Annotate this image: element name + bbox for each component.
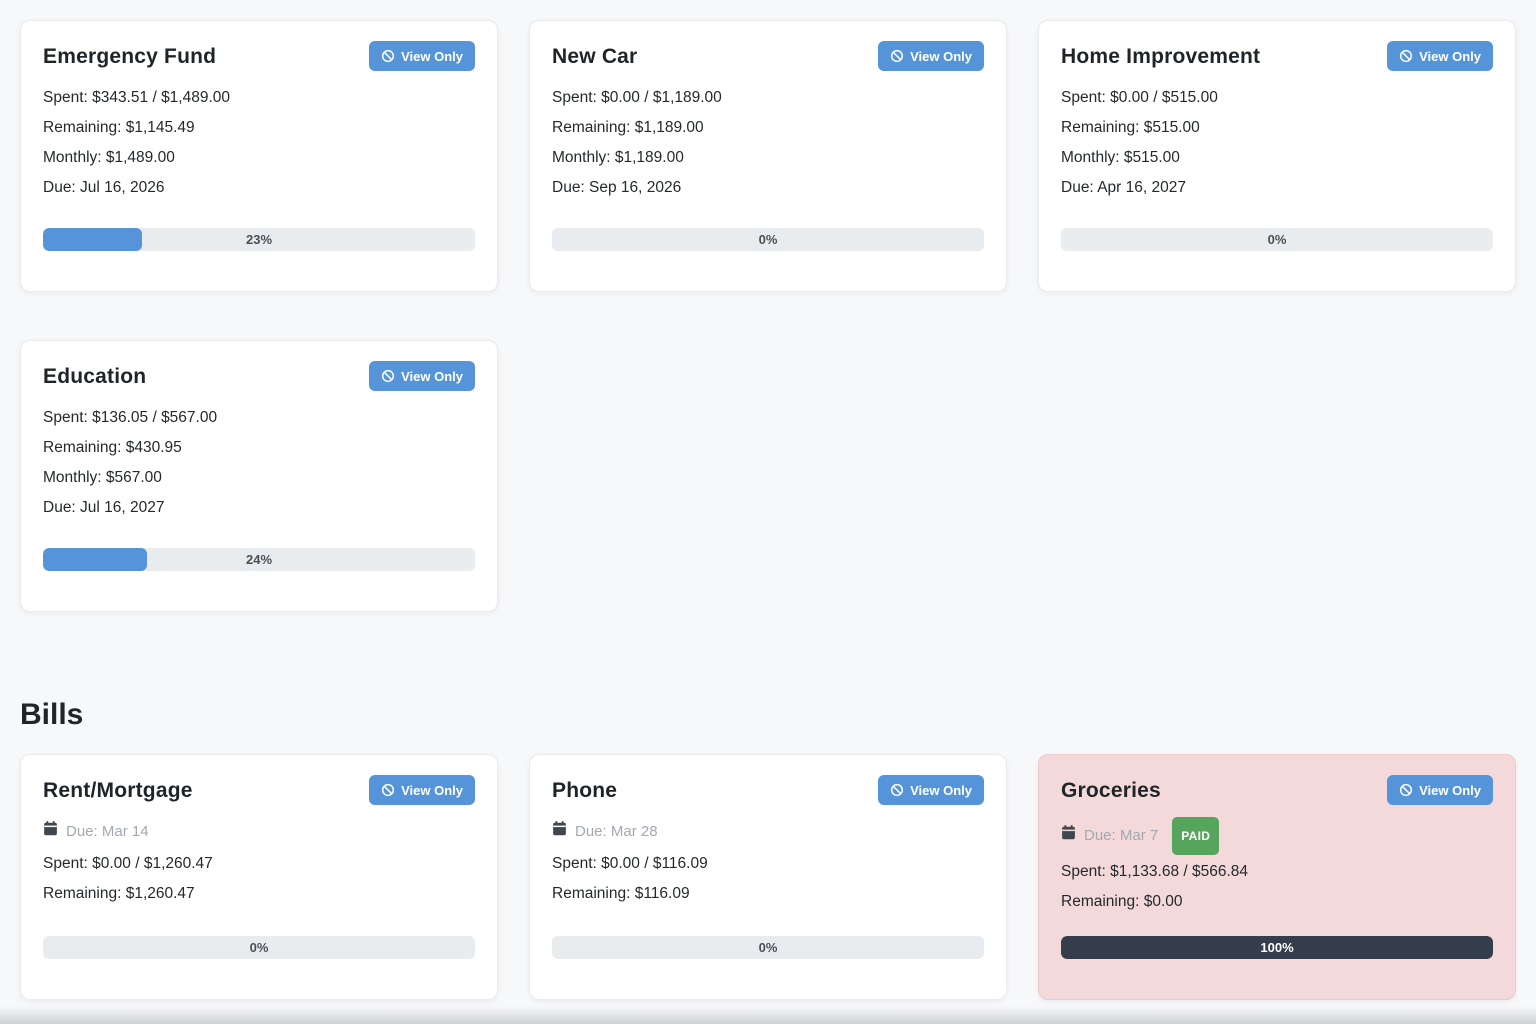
view-only-label: View Only <box>401 48 463 64</box>
remaining-line: Remaining: $430.95 <box>43 439 182 456</box>
due-date-text: Due: Mar 28 <box>575 823 658 840</box>
progress-percent-label: 23% <box>245 232 273 247</box>
view-only-button[interactable]: View Only <box>878 41 984 71</box>
progress-bar: 0% <box>43 936 475 959</box>
remaining-line: Remaining: $0.00 <box>1061 893 1183 910</box>
card-header: Education View Only <box>43 361 475 391</box>
view-only-icon <box>1399 783 1413 797</box>
progress-percent-label: 0% <box>1267 232 1287 247</box>
view-only-icon <box>890 49 904 63</box>
card-title: Education <box>43 365 147 388</box>
monthly-line: Monthly: $1,489.00 <box>43 149 175 166</box>
budget-card-home-improvement: Home Improvement View Only Spent: $0.00 … <box>1038 20 1516 292</box>
budget-card-new-car: New Car View Only Spent: $0.00 / $1,189.… <box>529 20 1007 292</box>
progress-bar: 0% <box>1061 228 1493 251</box>
paid-status-badge: PAID <box>1172 817 1220 855</box>
bill-card-rent-mortgage: Rent/Mortgage View Only Due: Mar 14 Spen… <box>20 754 498 1000</box>
budget-card-education: Education View Only Spent: $136.05 / $56… <box>20 340 498 612</box>
view-only-label: View Only <box>910 782 972 798</box>
bill-cards-grid: Rent/Mortgage View Only Due: Mar 14 Spen… <box>20 754 1516 1000</box>
progress-percent-label: 0% <box>249 940 269 955</box>
spent-line: Spent: $136.05 / $567.00 <box>43 409 218 426</box>
card-title: New Car <box>552 45 638 68</box>
bills-section-heading: Bills <box>20 698 84 731</box>
progress-bar: 0% <box>552 228 984 251</box>
spent-line: Spent: $1,133.68 / $566.84 <box>1061 863 1249 880</box>
view-only-icon <box>1399 49 1413 63</box>
remaining-line: Remaining: $1,145.49 <box>43 119 195 136</box>
calendar-icon <box>552 817 567 847</box>
monthly-line: Monthly: $567.00 <box>43 469 162 486</box>
card-title: Emergency Fund <box>43 45 217 68</box>
bill-card-phone: Phone View Only Due: Mar 28 Spent: $0.00… <box>529 754 1007 1000</box>
view-only-button[interactable]: View Only <box>369 361 475 391</box>
spent-line: Spent: $0.00 / $1,260.47 <box>43 855 213 872</box>
due-row: Due: Mar 28 <box>552 817 984 847</box>
card-header: Rent/Mortgage View Only <box>43 775 475 805</box>
view-only-label: View Only <box>401 368 463 384</box>
calendar-icon <box>43 817 58 847</box>
due-date-text: Due: Mar 14 <box>66 823 149 840</box>
progress-fill <box>43 548 147 571</box>
card-header: Emergency Fund View Only <box>43 41 475 71</box>
due-row: Due: Mar 14 <box>43 817 475 847</box>
monthly-line: Monthly: $515.00 <box>1061 149 1180 166</box>
progress-bar: 100% <box>1061 936 1493 959</box>
budget-card-emergency-fund: Emergency Fund View Only Spent: $343.51 … <box>20 20 498 292</box>
view-only-icon <box>890 783 904 797</box>
view-only-label: View Only <box>910 48 972 64</box>
view-only-button[interactable]: View Only <box>1387 775 1493 805</box>
due-line: Due: Apr 16, 2027 <box>1061 179 1186 196</box>
card-header: Home Improvement View Only <box>1061 41 1493 71</box>
view-only-button[interactable]: View Only <box>369 41 475 71</box>
card-header: Phone View Only <box>552 775 984 805</box>
calendar-icon <box>1061 821 1076 851</box>
view-only-button[interactable]: View Only <box>1387 41 1493 71</box>
spent-line: Spent: $0.00 / $515.00 <box>1061 89 1218 106</box>
due-line: Due: Sep 16, 2026 <box>552 179 682 196</box>
view-only-label: View Only <box>401 782 463 798</box>
monthly-line: Monthly: $1,189.00 <box>552 149 684 166</box>
due-line: Due: Jul 16, 2026 <box>43 179 165 196</box>
card-title: Home Improvement <box>1061 45 1261 68</box>
card-header: New Car View Only <box>552 41 984 71</box>
card-header: Groceries View Only <box>1061 775 1493 805</box>
view-only-button[interactable]: View Only <box>369 775 475 805</box>
view-only-label: View Only <box>1419 48 1481 64</box>
progress-fill <box>43 228 143 251</box>
remaining-line: Remaining: $515.00 <box>1061 119 1200 136</box>
progress-fill <box>1061 936 1493 959</box>
card-title: Rent/Mortgage <box>43 779 193 802</box>
progress-percent-label: 0% <box>758 940 778 955</box>
due-date-text: Due: Mar 7 <box>1084 827 1159 844</box>
progress-bar: 0% <box>552 936 984 959</box>
card-title: Phone <box>552 779 618 802</box>
progress-bar: 23% <box>43 228 475 251</box>
spent-line: Spent: $0.00 / $1,189.00 <box>552 89 722 106</box>
spent-line: Spent: $0.00 / $116.09 <box>552 855 708 872</box>
due-line: Due: Jul 16, 2027 <box>43 499 165 516</box>
view-only-label: View Only <box>1419 782 1481 798</box>
remaining-line: Remaining: $116.09 <box>552 885 690 902</box>
remaining-line: Remaining: $1,260.47 <box>43 885 195 902</box>
progress-percent-label: 0% <box>758 232 778 247</box>
remaining-line: Remaining: $1,189.00 <box>552 119 704 136</box>
due-row: Due: Mar 7 PAID <box>1061 817 1493 855</box>
view-only-icon <box>381 369 395 383</box>
view-only-icon <box>381 783 395 797</box>
progress-bar: 24% <box>43 548 475 571</box>
progress-percent-label: 100% <box>1260 940 1294 955</box>
spent-line: Spent: $343.51 / $1,489.00 <box>43 89 231 106</box>
progress-percent-label: 24% <box>245 552 273 567</box>
budget-cards-grid: Emergency Fund View Only Spent: $343.51 … <box>20 20 1516 612</box>
view-only-button[interactable]: View Only <box>878 775 984 805</box>
view-only-icon <box>381 49 395 63</box>
bill-card-groceries: Groceries View Only Due: Mar 7 PAID Spen… <box>1038 754 1516 1000</box>
card-title: Groceries <box>1061 779 1161 802</box>
